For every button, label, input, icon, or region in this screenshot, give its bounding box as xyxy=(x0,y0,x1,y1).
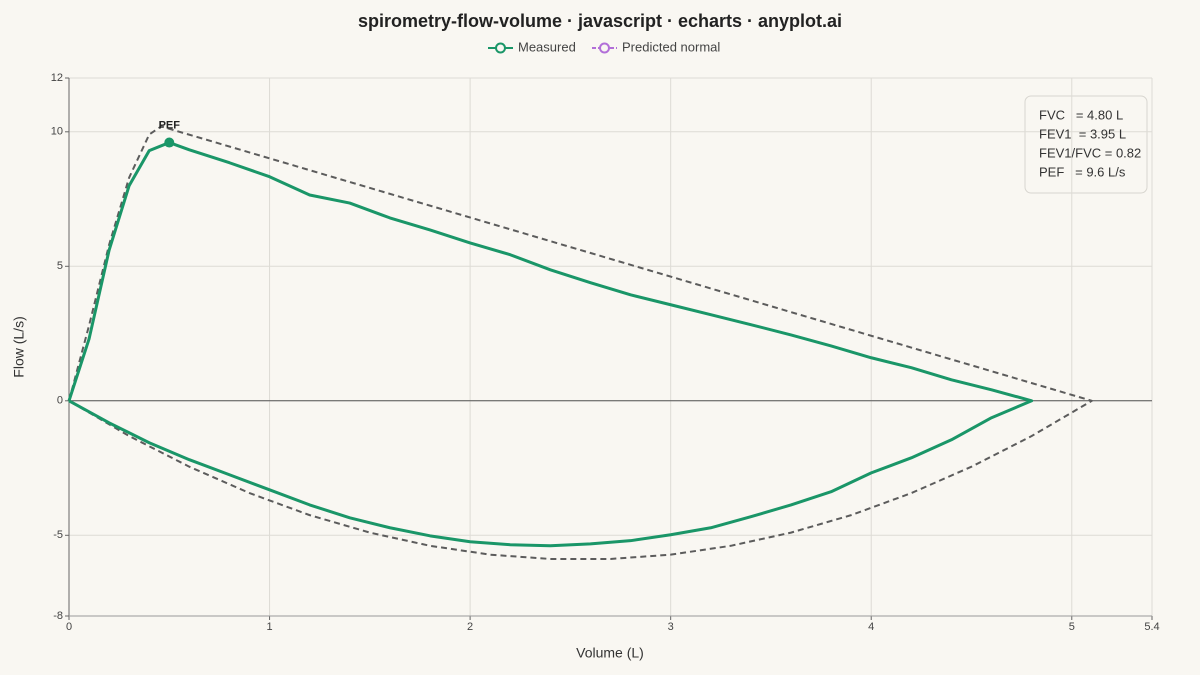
x-tick-label: 2 xyxy=(467,621,473,633)
stats-line: FEV1 = 3.95 L xyxy=(1039,126,1126,141)
stats-line: FVC = 4.80 L xyxy=(1039,107,1123,122)
stats-line: PEF = 9.6 L/s xyxy=(1039,164,1126,179)
x-tick-label: 0 xyxy=(66,621,72,633)
chart-title: spirometry-flow-volume · javascript · ec… xyxy=(358,11,842,31)
x-axis-title: Volume (L) xyxy=(576,645,644,661)
y-tick-label: 0 xyxy=(57,395,63,407)
x-tick-label: 4 xyxy=(868,621,874,633)
x-tick-label: 5.4 xyxy=(1144,621,1159,633)
legend-marker xyxy=(495,42,506,54)
y-tick-label: 12 xyxy=(51,72,63,84)
y-tick-label: 5 xyxy=(57,260,63,272)
pef-marker xyxy=(164,137,175,148)
y-axis-title: Flow (L/s) xyxy=(11,316,27,377)
y-tick-label: -5 xyxy=(53,529,63,541)
x-tick-label: 5 xyxy=(1069,621,1075,633)
series-line xyxy=(67,141,1034,548)
stats-line: FEV1/FVC = 0.82 xyxy=(1039,145,1141,160)
legend-label: Measured xyxy=(518,39,576,54)
legend-label: Predicted normal xyxy=(622,39,720,54)
stats-box xyxy=(1024,95,1148,194)
y-tick-label: -8 xyxy=(53,610,63,622)
series-line xyxy=(68,125,1093,560)
y-tick-label: 10 xyxy=(51,126,63,138)
legend-marker xyxy=(599,42,610,54)
pef-label: PEF xyxy=(159,119,181,131)
x-tick-label: 1 xyxy=(266,621,272,633)
x-tick-label: 3 xyxy=(668,621,674,633)
